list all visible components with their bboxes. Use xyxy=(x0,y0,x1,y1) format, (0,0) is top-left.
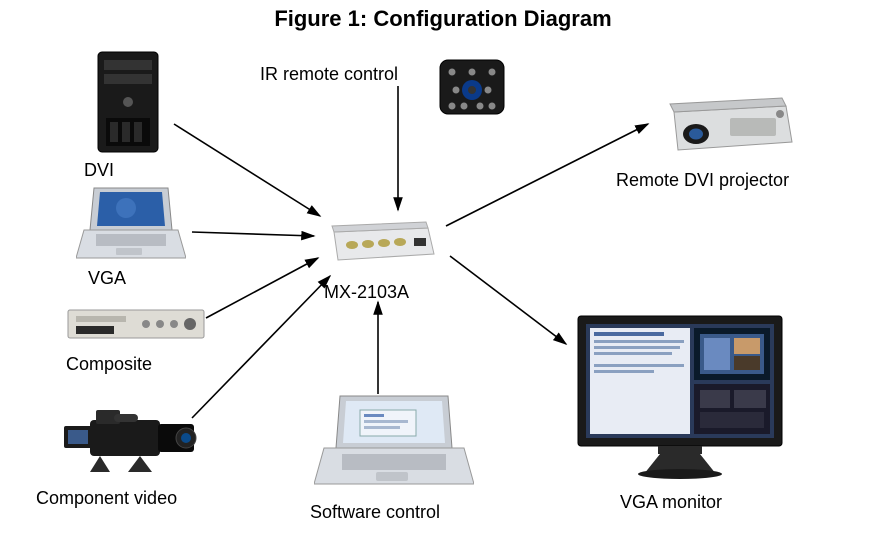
node-software xyxy=(314,392,474,490)
vga-label: VGA xyxy=(88,268,126,289)
projector-label: Remote DVI projector xyxy=(616,170,789,191)
node-projector xyxy=(660,94,800,160)
figure-title-text: Figure 1: Configuration Diagram xyxy=(274,6,611,31)
dvi-label: DVI xyxy=(84,160,114,181)
arrow-center_to_monitor xyxy=(450,256,566,344)
dvd-player-icon xyxy=(66,304,206,344)
arrow-component xyxy=(192,276,330,418)
component-label: Component video xyxy=(36,488,177,509)
node-vga xyxy=(76,184,186,262)
laptop-software-icon xyxy=(314,392,474,490)
ir-remote-label: IR remote control xyxy=(260,64,398,85)
node-dvi xyxy=(88,48,168,156)
software-label: Software control xyxy=(310,502,440,523)
node-ir-remote xyxy=(432,56,512,118)
remote-control-icon xyxy=(432,56,512,118)
node-component xyxy=(60,400,210,478)
node-center-device xyxy=(328,218,438,266)
arrow-composite xyxy=(206,258,318,318)
center-label: MX-2103A xyxy=(324,282,409,303)
pc-tower-icon xyxy=(88,48,168,156)
camcorder-icon xyxy=(60,400,210,478)
node-monitor xyxy=(570,310,790,480)
monitor-icon xyxy=(570,310,790,480)
node-composite xyxy=(66,304,206,344)
switcher-device-icon xyxy=(328,218,438,266)
projector-icon xyxy=(660,94,800,160)
monitor-label: VGA monitor xyxy=(620,492,722,513)
arrow-vga xyxy=(192,232,314,236)
composite-label: Composite xyxy=(66,354,152,375)
laptop-silver-icon xyxy=(76,184,186,262)
arrow-dvi xyxy=(174,124,320,216)
figure-title: Figure 1: Configuration Diagram xyxy=(0,6,886,32)
